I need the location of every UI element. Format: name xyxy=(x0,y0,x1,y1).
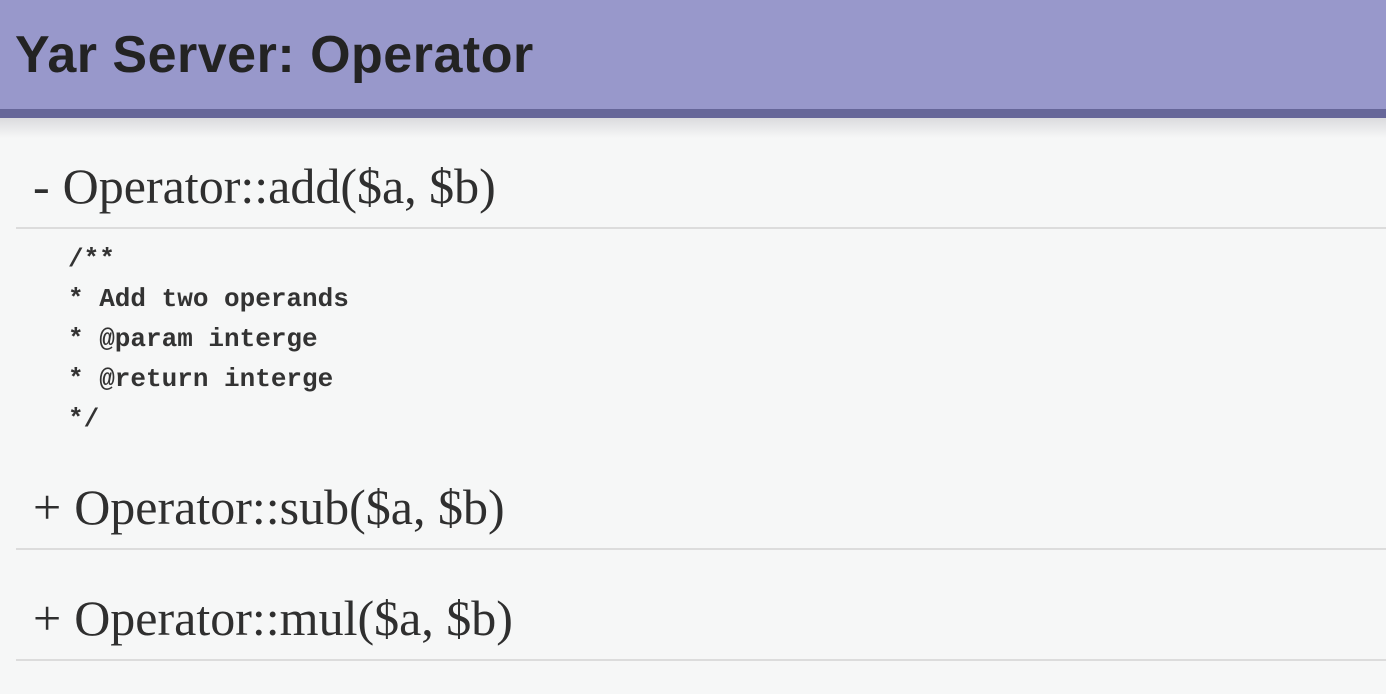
method-toggle-sub[interactable]: + Operator::sub($a, $b) xyxy=(16,481,1386,550)
method-toggle-mul[interactable]: + Operator::mul($a, $b) xyxy=(16,592,1386,661)
collapse-icon: - xyxy=(33,158,50,214)
docblock-add: /** * Add two operands * @param interge … xyxy=(68,244,349,434)
method-signature: Operator::add($a, $b) xyxy=(62,158,496,214)
method-list: - Operator::add($a, $b) /** * Add two ope… xyxy=(0,118,1386,694)
method-toggle-add[interactable]: - Operator::add($a, $b) xyxy=(16,160,1386,229)
expand-icon: + xyxy=(33,590,62,646)
method-signature: Operator::sub($a, $b) xyxy=(74,479,505,535)
page-title: Yar Server: Operator xyxy=(15,25,534,84)
expand-icon: + xyxy=(33,479,62,535)
page-header: Yar Server: Operator xyxy=(0,0,1386,118)
method-signature: Operator::mul($a, $b) xyxy=(74,590,513,646)
